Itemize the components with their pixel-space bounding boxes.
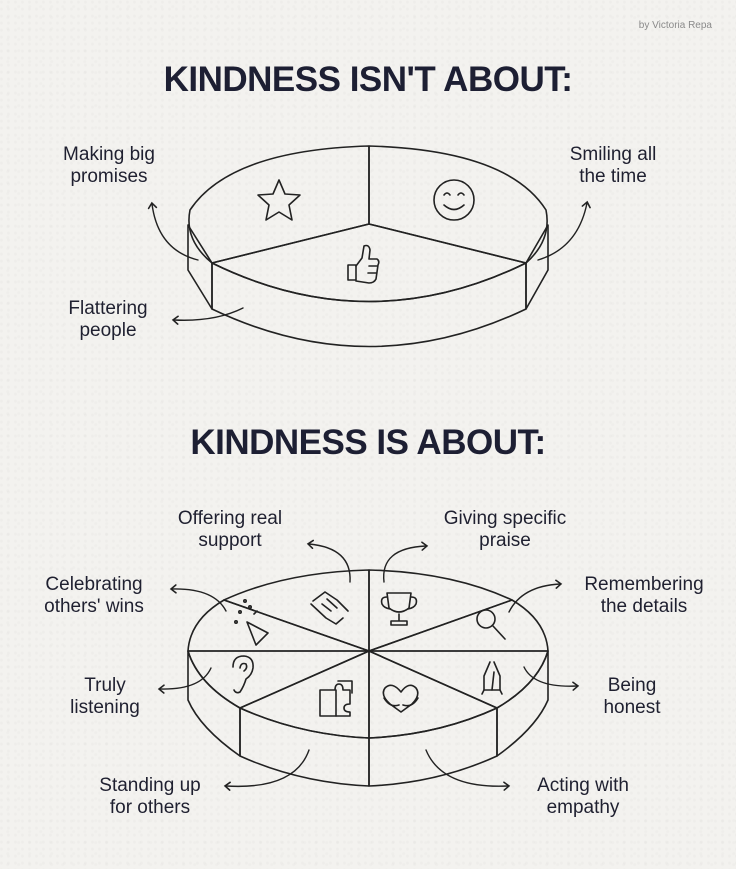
slice-smiling <box>368 145 548 264</box>
smiley-icon <box>433 179 475 221</box>
label-flattering-people: Flattering people <box>68 298 148 341</box>
arrow-celebrating <box>169 584 227 612</box>
label-giving-specific-praise: Giving specific praise <box>443 508 567 551</box>
label-offering-real-support: Offering real support <box>177 508 283 551</box>
pie-is-about <box>187 569 549 787</box>
label-remembering-the-details: Remembering the details <box>584 574 704 617</box>
slice-side-empathy <box>368 707 498 787</box>
arrow-remembering <box>508 579 563 613</box>
arrow-empathy <box>425 749 511 791</box>
slice-remembering <box>368 599 549 652</box>
label-acting-with-empathy: Acting with empathy <box>537 775 629 818</box>
thumbs-up-icon <box>347 244 380 284</box>
label-being-honest: Being honest <box>603 675 661 718</box>
arrow-smiling <box>537 200 591 261</box>
slice-standing <box>239 650 370 739</box>
label-truly-listening: Truly listening <box>70 675 140 718</box>
praying-hands-icon <box>481 661 503 695</box>
label-smiling-all-the-time: Smiling all the time <box>569 144 657 187</box>
slice-praise <box>368 569 513 652</box>
slice-side-standing <box>239 707 370 787</box>
slice-support <box>223 569 370 652</box>
slice-celebrating <box>187 599 370 652</box>
arrow-honest <box>523 666 580 691</box>
pie-isnt-about <box>187 145 549 348</box>
party-popper-icon <box>234 598 269 646</box>
arrow-listening <box>157 667 212 694</box>
trophy-icon <box>380 592 418 626</box>
star-icon <box>257 179 301 221</box>
slice-listening <box>187 650 370 709</box>
slice-empathy <box>368 650 498 739</box>
title-isnt-about: KINDNESS ISN'T ABOUT: <box>163 60 573 99</box>
label-standing-up-for-others: Standing up for others <box>99 775 201 818</box>
ear-icon <box>232 655 254 694</box>
title-is-about: KINDNESS IS ABOUT: <box>190 423 546 462</box>
author-credit: by Victoria Repa <box>638 20 712 31</box>
slice-honest <box>368 650 549 709</box>
label-celebrating-others-wins: Celebrating others' wins <box>44 574 144 617</box>
slice-promises <box>188 145 370 264</box>
slice-side-flattering <box>211 262 527 348</box>
arrow-promises <box>147 201 199 261</box>
heart-hands-icon <box>382 684 419 713</box>
arrow-praise <box>383 541 429 583</box>
label-making-big-promises: Making big promises <box>63 144 155 187</box>
handshake-icon <box>310 591 349 625</box>
slice-flattering <box>211 223 527 303</box>
arrow-flattering <box>171 307 244 325</box>
magnifier-icon <box>476 609 506 640</box>
arrow-support <box>306 539 351 583</box>
arrow-standing <box>223 749 310 791</box>
puzzle-icon <box>319 680 353 717</box>
